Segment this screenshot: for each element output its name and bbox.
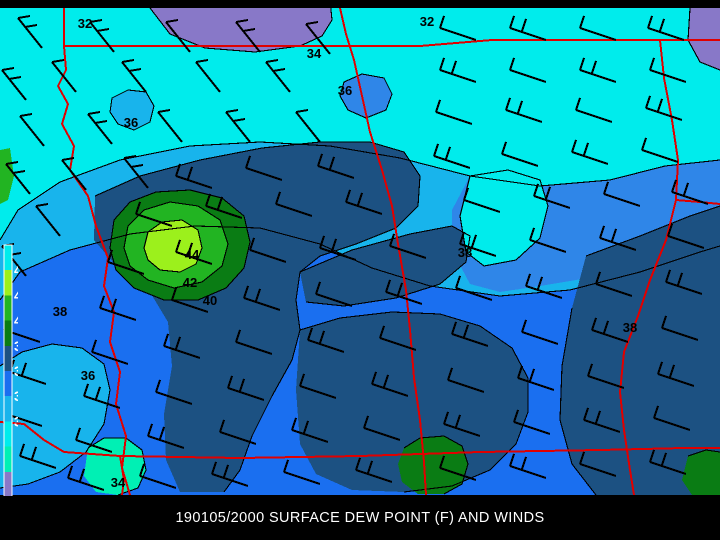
legend-tick-label: 44: [14, 262, 18, 278]
border-west-river: [56, 45, 131, 495]
contour-40-south-patch: [403, 435, 469, 495]
fill-patch-spring-southwest: [84, 438, 146, 495]
legend-tick-label: 34: [14, 388, 18, 404]
contour-32-southwest: [87, 437, 147, 495]
contour-32-northeast: [687, 8, 720, 71]
contour-38-east-lower: [559, 307, 597, 495]
contour-label: 34: [307, 46, 322, 61]
fill-patch-blue-north: [340, 74, 392, 118]
contour-label: 40: [203, 293, 217, 308]
legend-tick-label: 32: [14, 413, 18, 429]
legend-band[interactable]: [4, 270, 12, 296]
contour-label: 44: [185, 247, 200, 262]
contour-label: 32: [420, 14, 434, 29]
contour-label: 38: [623, 320, 637, 335]
contour-label: 36: [338, 83, 352, 98]
fill-band-44-plus-core: [144, 220, 202, 272]
contour-label: 42: [183, 275, 197, 290]
contour-label-layer: 32 32 34 36 36 44 42 40 38 38 38 36 34: [53, 14, 637, 490]
fill-patch-lightcyan-southwest: [0, 344, 110, 488]
wind-barb-layer: [1, 15, 709, 491]
contour-36-pocket-nw: [109, 89, 155, 131]
legend-tick-label: 36: [14, 363, 18, 379]
legend-tick-label: 42: [14, 287, 18, 303]
contour-38-south-lobe: [299, 311, 529, 493]
legend-band[interactable]: [4, 396, 12, 422]
border-east-river: [618, 39, 680, 495]
contour-40-southeast-patch: [687, 449, 720, 457]
legend-band[interactable]: [4, 421, 12, 448]
contour-38-east: [585, 205, 720, 257]
fill-patch-green-south: [398, 436, 468, 494]
legend-band[interactable]: [4, 245, 12, 271]
legend-band[interactable]: [4, 371, 12, 397]
contour-label: 34: [111, 475, 126, 490]
border-central-river: [339, 8, 427, 495]
contour-34-southwest: [0, 343, 111, 489]
fill-patch-cyan-east: [460, 170, 548, 266]
contour-label: 36: [81, 368, 95, 383]
legend-band[interactable]: [4, 471, 12, 498]
legend-tick-labels: 44 42 40 38 36 34 32: [14, 262, 18, 429]
fill-patch-cyan-northwest: [110, 90, 154, 130]
state-border-layer: [0, 8, 720, 495]
contour-36-pocket-n: [339, 73, 393, 119]
legend-band[interactable]: [4, 295, 12, 322]
product-caption: 190105/2000 SURFACE DEW POINT (F) AND WI…: [175, 510, 545, 526]
contour-38-arm: [299, 225, 471, 307]
legend-band[interactable]: [4, 446, 12, 473]
contour-label: 38: [53, 304, 67, 319]
contour-38-west: [94, 141, 421, 493]
dew-point-legend[interactable]: 44 42 40 38 36 34 32: [0, 0, 18, 540]
border-south-line: [119, 447, 720, 460]
contour-label: 36: [124, 115, 138, 130]
contour-34: [0, 141, 720, 241]
contour-42: [123, 201, 229, 289]
fill-band-purple-north: [150, 8, 332, 52]
legend-color-bar[interactable]: [3, 244, 13, 498]
fill-band-38-40-south-lobe: [296, 312, 528, 492]
legend-tick-label: 38: [14, 338, 18, 354]
legend-band[interactable]: [4, 345, 12, 372]
contour-label: 32: [78, 16, 92, 31]
caption-bar: 190105/2000 SURFACE DEW POINT (F) AND WI…: [0, 496, 720, 540]
fill-patch-green-southeast: [682, 450, 720, 495]
legend-band[interactable]: [4, 320, 12, 347]
contour-44: [143, 219, 203, 273]
fill-patch-green-westedge: [0, 148, 14, 204]
border-southwest: [0, 421, 126, 495]
legend-tick-label: 40: [14, 313, 18, 329]
contour-label: 38: [458, 245, 472, 260]
fill-band-38-40-arm: [300, 226, 470, 306]
contour-40: [109, 189, 251, 301]
contour-32-north: [149, 8, 333, 53]
